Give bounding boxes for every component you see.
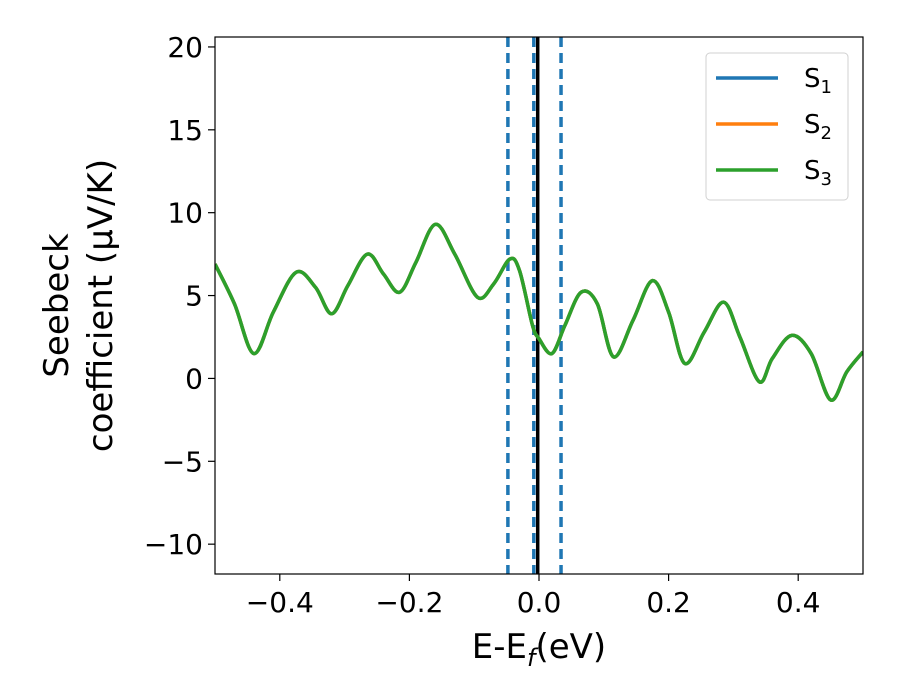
x-axis-label: E-Ef(eV) — [472, 627, 606, 672]
y-axis-label-line2: coefficient (μV/K) — [81, 159, 121, 452]
legend-box — [705, 52, 849, 201]
y-tick-label: 15 — [167, 114, 203, 147]
y-axis-label: Seebeck coefficient (μV/K) — [37, 159, 121, 452]
y-tick-label: 5 — [185, 280, 203, 313]
x-tick-label: 0.4 — [776, 586, 821, 619]
plot-data — [215, 37, 863, 574]
legend-label-s2: S2 — [804, 110, 832, 144]
series-line-s3 — [215, 222, 863, 402]
legend: S1 S2 S3 — [705, 52, 849, 201]
legend-label-s3: S3 — [804, 156, 832, 190]
y-tick-label: 0 — [185, 362, 203, 395]
y-axis-label-line1: Seebeck — [37, 233, 77, 378]
x-tick-label: −0.4 — [246, 586, 314, 619]
legend-label-s1: S1 — [804, 64, 832, 98]
y-tick-label: 10 — [167, 197, 203, 230]
axis-ticks: −0.4 −0.2 0.0 0.2 0.4 −10 −5 0 5 10 15 20 — [144, 31, 821, 619]
y-tick-label: −10 — [144, 528, 203, 561]
x-tick-label: 0.0 — [517, 586, 562, 619]
x-tick-label: 0.2 — [646, 586, 691, 619]
y-tick-label: −5 — [162, 445, 203, 478]
x-tick-label: −0.2 — [375, 586, 443, 619]
y-tick-label: 20 — [167, 31, 203, 64]
